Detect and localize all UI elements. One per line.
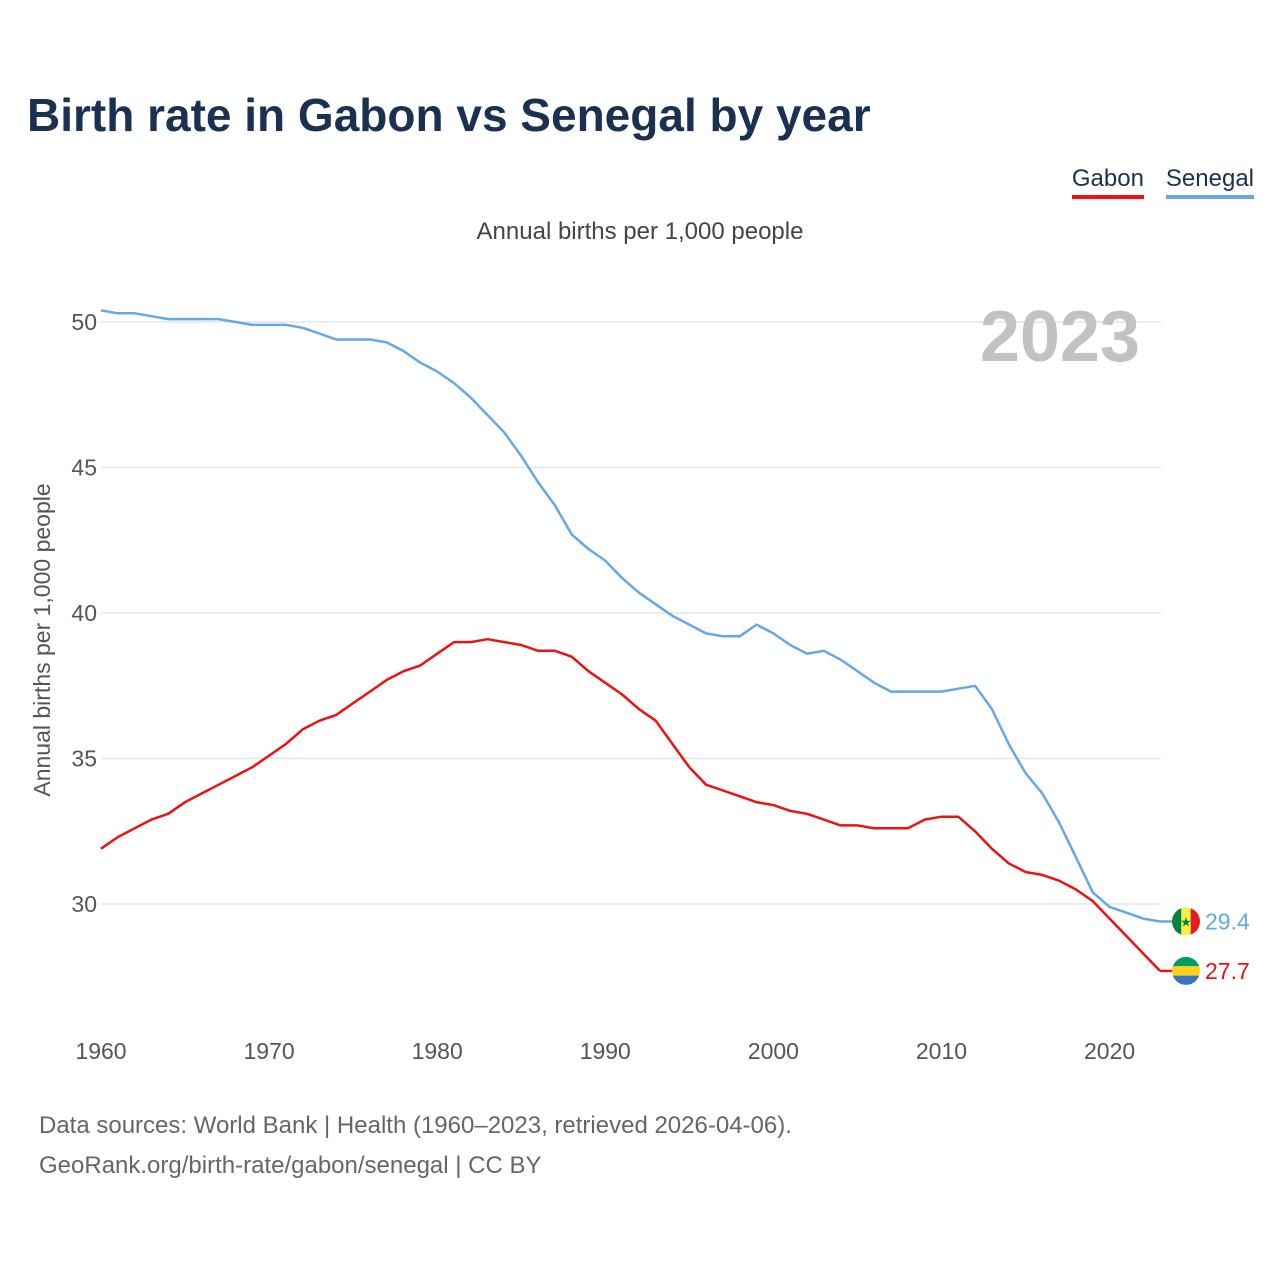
footer-sources: Data sources: World Bank | Health (1960–… (39, 1112, 792, 1139)
x-tick-label: 1990 (580, 1038, 631, 1064)
y-tick-label: 45 (71, 455, 97, 481)
y-axis-label: Annual births per 1,000 people (29, 483, 55, 796)
x-tick-label: 2010 (916, 1038, 967, 1064)
x-tick-label: 2020 (1084, 1038, 1135, 1064)
legend-item-senegal[interactable]: Senegal (1165, 165, 1254, 200)
legend-label-senegal: Senegal (1165, 165, 1254, 192)
chart-title: Birth rate in Gabon vs Senegal by year (27, 89, 871, 141)
x-tick-label: 1980 (412, 1038, 463, 1064)
x-tick-label: 2000 (748, 1038, 799, 1064)
x-tick-label: 1970 (244, 1038, 295, 1064)
end-value-label: 27.7 (1205, 958, 1250, 984)
end-value-label: 29.4 (1205, 908, 1250, 934)
y-tick-label: 40 (71, 600, 97, 626)
series-line-gabon (100, 637, 1161, 972)
y-tick-label: 50 (71, 309, 97, 335)
y-axis: 30 35 40 45 50 (71, 309, 97, 917)
senegal-flag: ★ (1172, 907, 1200, 936)
footer: Data sources: World Bank | Health (1960–… (39, 1106, 792, 1186)
series-lines (100, 309, 1161, 972)
end-markers: 27.7 ★ 29.4 (1160, 907, 1250, 985)
legend: Gabon Senegal (1071, 165, 1254, 200)
gridlines (101, 321, 1161, 905)
x-tick-label: 1960 (75, 1038, 126, 1064)
legend-label-gabon: Gabon (1071, 165, 1144, 192)
svg-text:★: ★ (1180, 915, 1192, 930)
series-line-senegal (100, 309, 1161, 923)
gabon-flag (1172, 956, 1200, 985)
year-watermark: 2023 (980, 297, 1140, 377)
x-axis: 1960 1970 1980 1990 2000 2010 2020 (75, 1038, 1135, 1064)
y-tick-label: 35 (71, 746, 97, 772)
legend-item-gabon[interactable]: Gabon (1071, 165, 1144, 200)
y-tick-label: 30 (71, 891, 97, 917)
chart-subtitle: Annual births per 1,000 people (476, 218, 804, 245)
footer-link[interactable]: GeoRank.org/birth-rate/gabon/senegal | C… (39, 1152, 542, 1179)
